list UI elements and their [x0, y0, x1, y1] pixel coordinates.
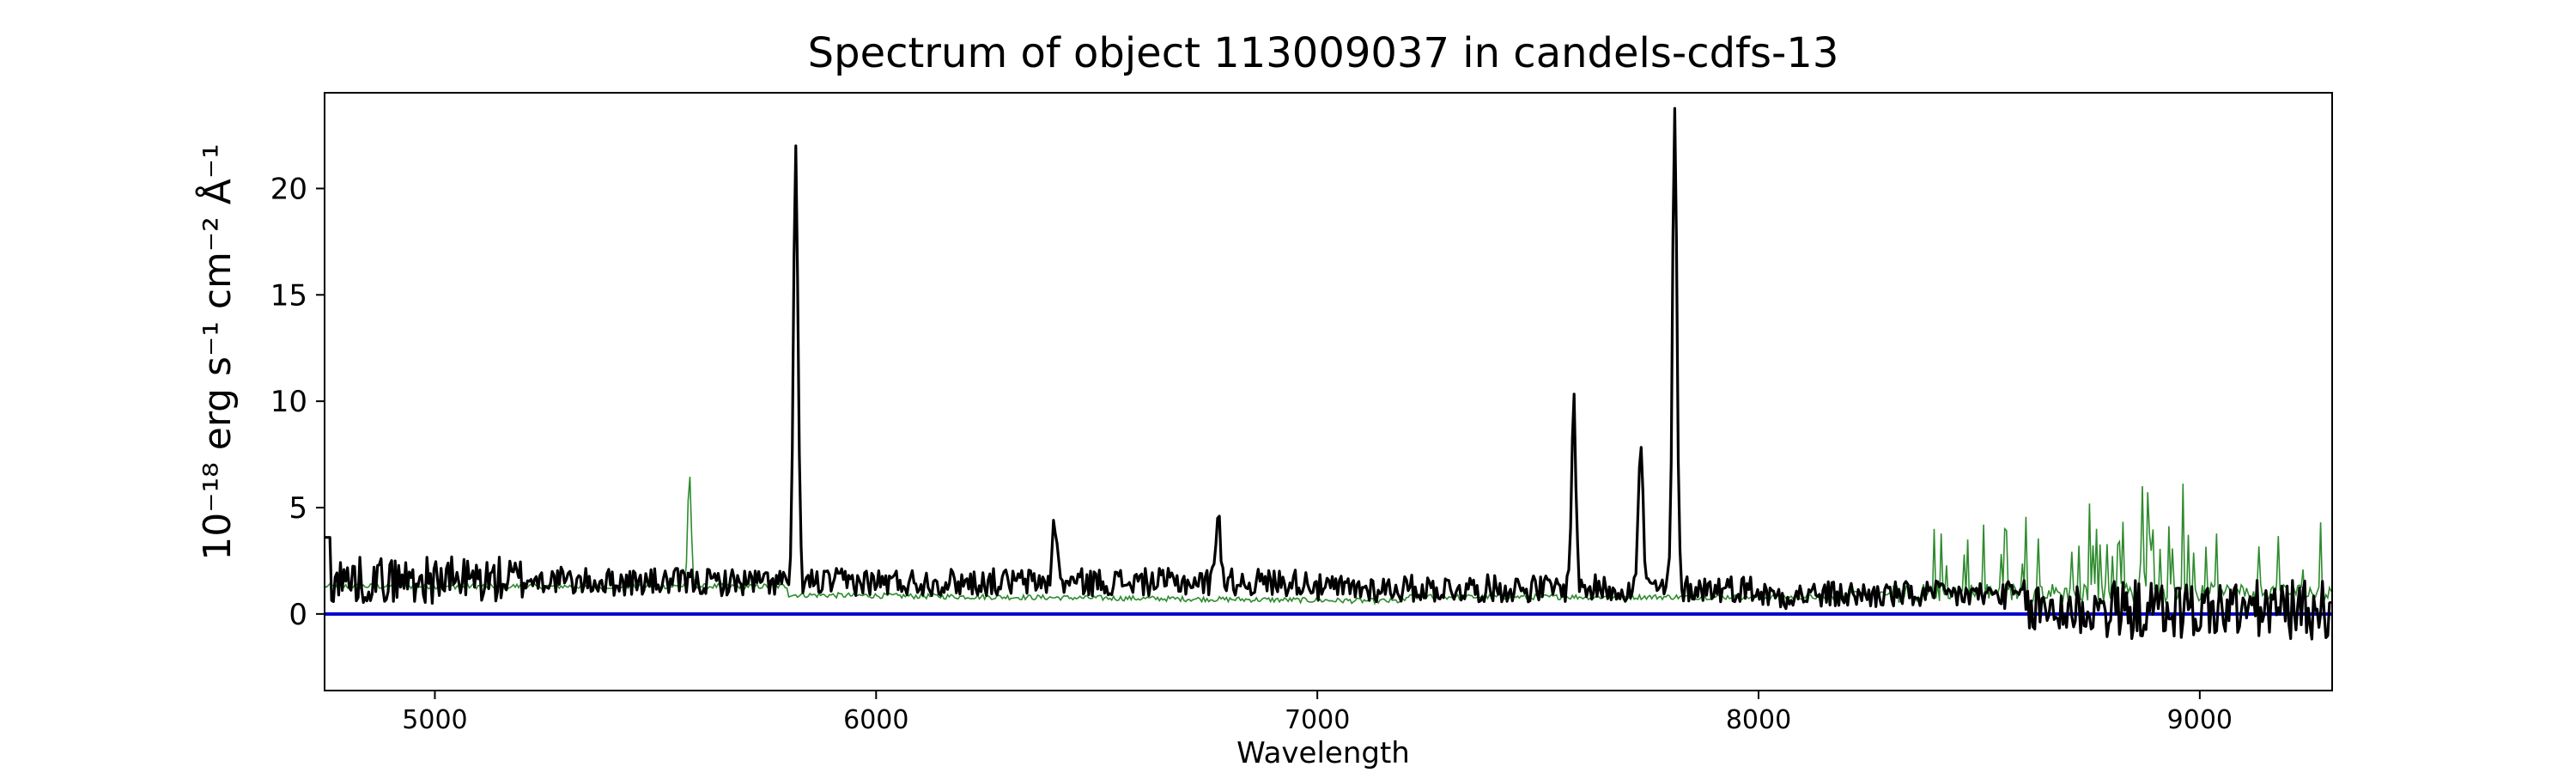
flux-spectrum-line	[325, 107, 2332, 641]
y-tick-label: 15	[270, 278, 307, 313]
x-tick-label: 9000	[2167, 705, 2233, 735]
y-axis-label: 10⁻¹⁸ erg s⁻¹ cm⁻² Å⁻¹	[194, 143, 240, 560]
chart-title: Spectrum of object 113009037 in candels-…	[808, 29, 1839, 77]
y-tick-label: 10	[270, 385, 307, 419]
y-tick-label: 5	[289, 491, 307, 526]
x-tick-label: 7000	[1285, 705, 1350, 735]
y-tick-label: 20	[270, 172, 307, 206]
x-axis-label: Wavelength	[1236, 736, 1410, 770]
x-tick-label: 8000	[1726, 705, 1791, 735]
y-tick-label: 0	[289, 598, 307, 632]
plot-area: 5000 6000 7000 8000 9000 0 5 10 15 20	[270, 92, 2333, 735]
x-tick-label: 6000	[843, 705, 908, 735]
axes-frame	[324, 92, 2333, 691]
x-tick-label: 5000	[402, 705, 467, 735]
